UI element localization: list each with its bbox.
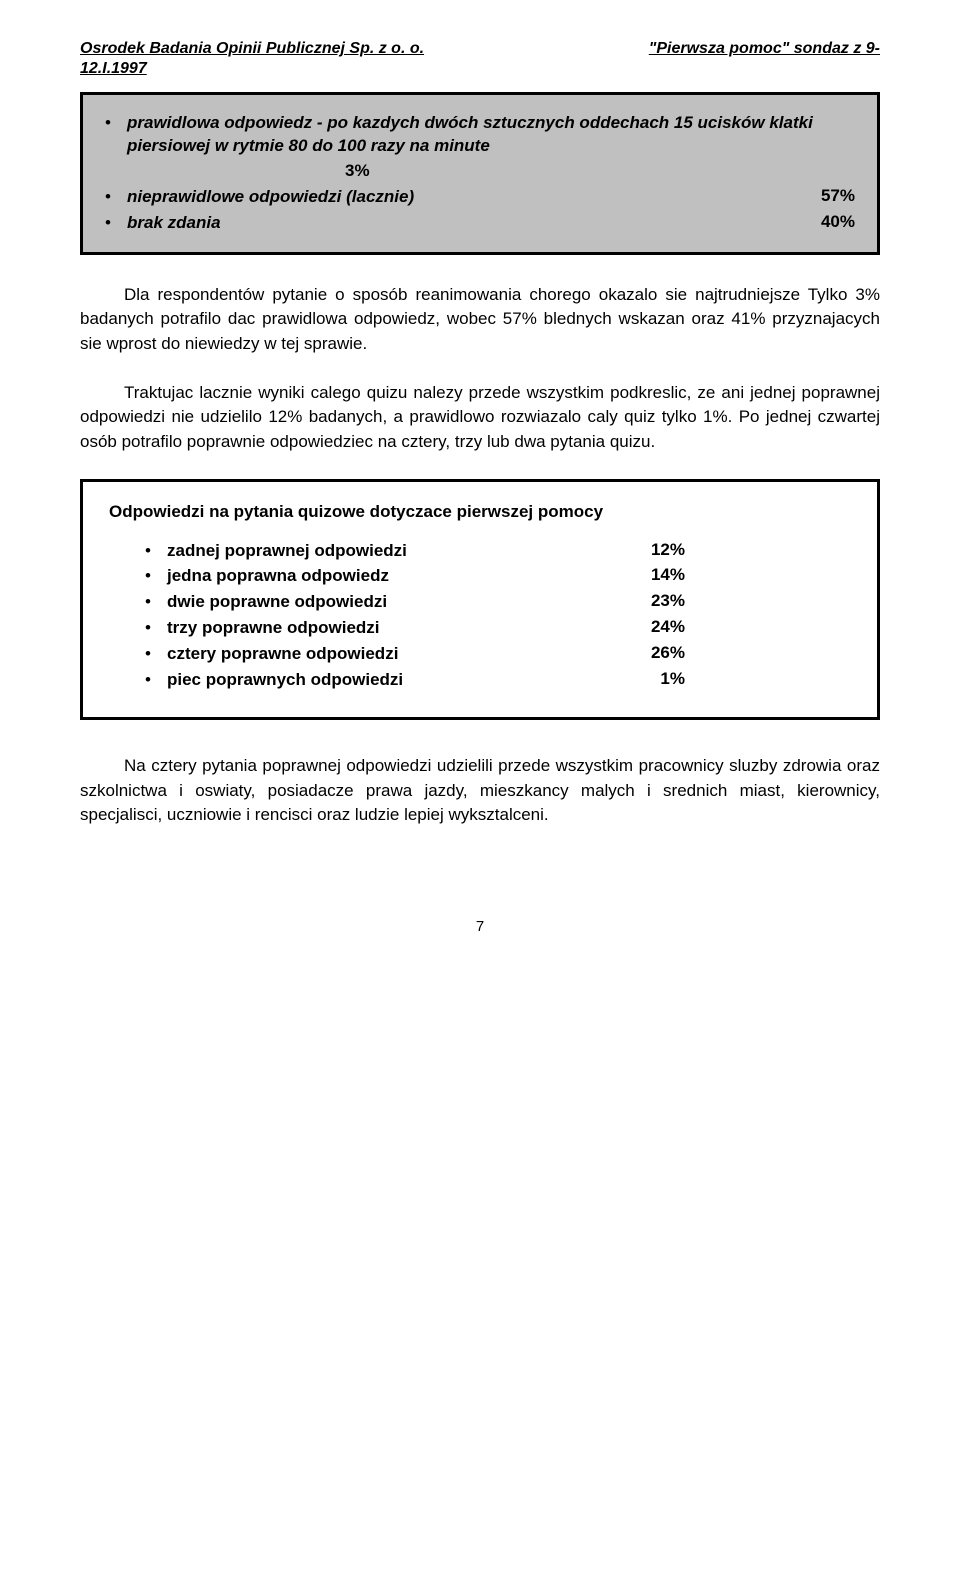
- list-item-value: 14%: [625, 565, 685, 585]
- paragraph-1: Dla respondentów pytanie o sposób reanim…: [80, 283, 880, 357]
- list-item-text: jedna poprawna odpowiedz: [167, 565, 625, 588]
- bullet-icon: •: [145, 643, 167, 665]
- list-item: •jedna poprawna odpowiedz14%: [145, 565, 685, 588]
- header-line: Osrodek Badania Opinii Publicznej Sp. z …: [80, 40, 880, 58]
- bullet-icon: •: [145, 591, 167, 613]
- list-item: •trzy poprawne odpowiedzi24%: [145, 617, 685, 640]
- list-item-value: 26%: [625, 643, 685, 663]
- header-sub: 12.I.1997: [80, 60, 880, 78]
- list-item-text: trzy poprawne odpowiedzi: [167, 617, 625, 640]
- list-item-text: dwie poprawne odpowiedzi: [167, 591, 625, 614]
- list-item: •nieprawidlowe odpowiedzi (lacznie)57%: [105, 186, 855, 209]
- list-item-value: 40%: [795, 212, 855, 232]
- list-item: • piec poprawnych odpowiedzi 1%: [145, 669, 685, 692]
- list-item-value: 3%: [345, 160, 855, 183]
- bullet-icon: •: [145, 669, 167, 691]
- page-number: 7: [80, 918, 880, 935]
- list-item: •dwie poprawne odpowiedzi23%: [145, 591, 685, 614]
- results-box-2-title: Odpowiedzi na pytania quizowe dotyczace …: [109, 502, 851, 522]
- list-item-value: 12%: [625, 540, 685, 560]
- results-box-2: Odpowiedzi na pytania quizowe dotyczace …: [80, 479, 880, 721]
- results-box-2-list: •zadnej poprawnej odpowiedzi12%•jedna po…: [109, 540, 851, 693]
- list-item: •prawidlowa odpowiedz - po kazdych dwóch…: [105, 112, 855, 183]
- paragraph-2: Traktujac lacznie wyniki calego quizu na…: [80, 381, 880, 455]
- bullet-icon: •: [145, 617, 167, 639]
- list-item-text: nieprawidlowe odpowiedzi (lacznie): [127, 186, 795, 209]
- list-item-value: 24%: [625, 617, 685, 637]
- list-item-text: piec poprawnych odpowiedzi: [167, 669, 625, 692]
- list-item-text: prawidlowa odpowiedz - po kazdych dwóch …: [127, 112, 855, 183]
- list-item: •zadnej poprawnej odpowiedzi12%: [145, 540, 685, 563]
- list-item-value: 57%: [795, 186, 855, 206]
- bullet-icon: •: [105, 212, 127, 234]
- paragraph-3: Na cztery pytania poprawnej odpowiedzi u…: [80, 754, 880, 828]
- list-item-text: zadnej poprawnej odpowiedzi: [167, 540, 625, 563]
- page: Osrodek Badania Opinii Publicznej Sp. z …: [0, 0, 960, 995]
- bullet-icon: •: [145, 540, 167, 562]
- bullet-icon: •: [145, 565, 167, 587]
- list-item: •brak zdania40%: [105, 212, 855, 235]
- list-item-value: 23%: [625, 591, 685, 611]
- list-item-value: 1%: [625, 669, 685, 689]
- list-item: •cztery poprawne odpowiedzi26%: [145, 643, 685, 666]
- bullet-icon: •: [105, 112, 127, 134]
- list-item-text: cztery poprawne odpowiedzi: [167, 643, 625, 666]
- header-left: Osrodek Badania Opinii Publicznej Sp. z …: [80, 40, 424, 58]
- list-item-text: brak zdania: [127, 212, 795, 235]
- bullet-icon: •: [105, 186, 127, 208]
- results-box-1: •prawidlowa odpowiedz - po kazdych dwóch…: [80, 92, 880, 255]
- header-right: "Pierwsza pomoc" sondaz z 9-: [649, 40, 880, 58]
